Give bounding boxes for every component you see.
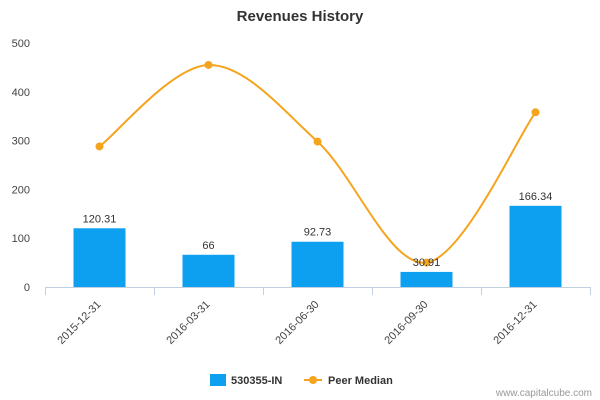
x-tick-label: 2016-03-31 xyxy=(164,299,212,347)
line-series: 120.31 66 92.73 30.91 166.34 xyxy=(83,60,553,269)
legend-swatch-bar xyxy=(210,374,226,386)
bar-data-label: 66 xyxy=(202,240,214,252)
bar[interactable] xyxy=(291,241,344,287)
y-axis: 0 100 200 300 400 500 xyxy=(12,38,30,294)
y-tick-label: 0 xyxy=(24,282,30,294)
line-point[interactable] xyxy=(313,137,322,146)
y-tick-label: 500 xyxy=(12,38,30,50)
y-tick-label: 200 xyxy=(12,184,30,196)
x-tick-label: 2015-12-31 xyxy=(55,299,103,347)
y-tick-label: 400 xyxy=(12,87,30,99)
legend-swatch-line-marker xyxy=(309,376,317,384)
bar[interactable] xyxy=(182,254,235,287)
credit-text: www.capitalcube.com xyxy=(495,388,592,399)
line-point[interactable] xyxy=(204,60,213,69)
bar-data-label: 92.73 xyxy=(304,227,332,239)
legend-label-bar[interactable]: 530355-IN xyxy=(231,375,282,387)
peer-median-line xyxy=(98,63,537,264)
bar-data-label: 166.34 xyxy=(519,191,553,203)
chart-title: Revenues History xyxy=(237,8,364,25)
bar-data-label: 30.91 xyxy=(413,257,441,269)
line-point[interactable] xyxy=(531,108,540,117)
line-point[interactable] xyxy=(95,142,104,151)
y-tick-label: 100 xyxy=(12,233,30,245)
line-point[interactable] xyxy=(422,258,431,267)
x-tick-label: 2016-06-30 xyxy=(273,299,321,347)
bar-data-label: 120.31 xyxy=(83,213,117,225)
bar[interactable] xyxy=(400,271,453,287)
bar-series xyxy=(73,205,562,287)
legend-label-line[interactable]: Peer Median xyxy=(328,375,393,387)
x-tick-label: 2016-09-30 xyxy=(382,299,430,347)
x-axis: 2015-12-31 2016-03-31 2016-06-30 2016-09-30… xyxy=(45,287,591,347)
bar[interactable] xyxy=(73,228,126,287)
y-tick-label: 300 xyxy=(12,136,30,148)
x-tick-label: 2016-12-31 xyxy=(491,299,539,347)
legend: 530355-IN Peer Median xyxy=(210,374,393,387)
bar[interactable] xyxy=(509,205,562,287)
